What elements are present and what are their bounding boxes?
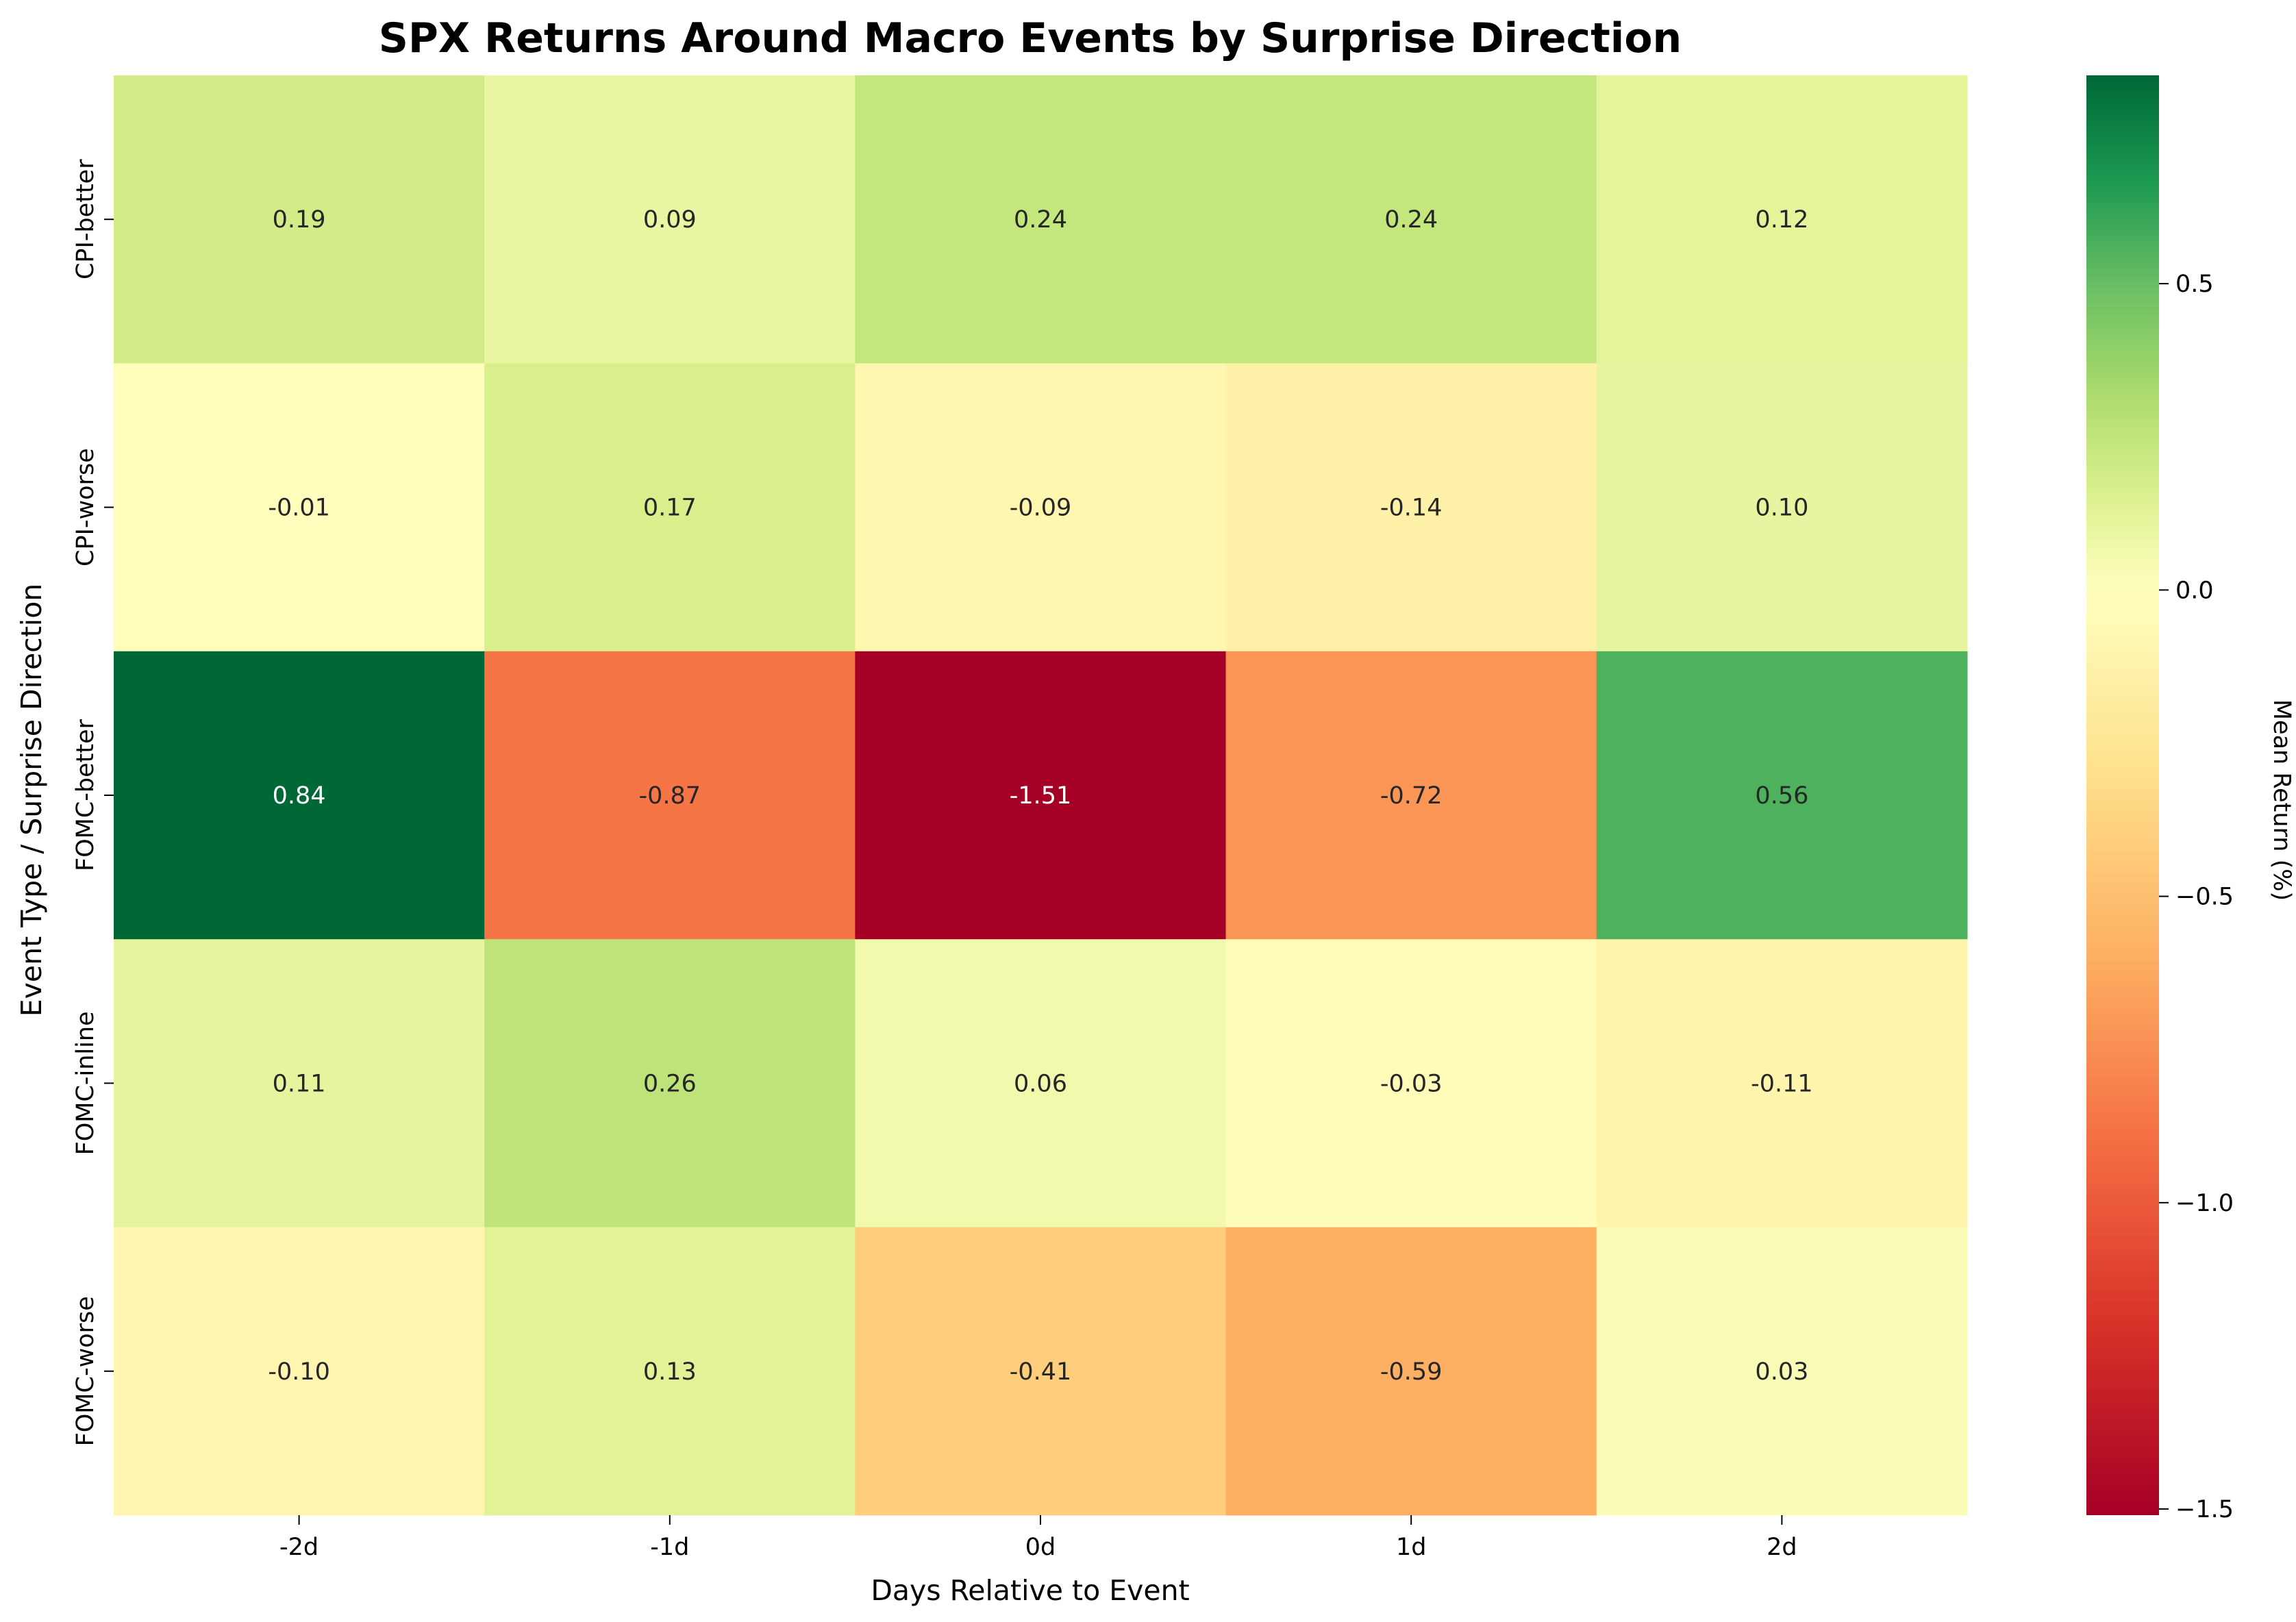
cell-value-label: 0.10 <box>1755 495 1808 522</box>
cell-value-label: 0.19 <box>273 206 326 234</box>
y-tick-label: FOMC-worse <box>72 1296 99 1446</box>
cell-value-label: 0.03 <box>1755 1358 1808 1386</box>
cell-value-label: -0.01 <box>268 495 330 522</box>
y-tick-label: FOMC-better <box>72 719 99 871</box>
heatmap-cell <box>114 651 485 940</box>
heatmap-cell-labels: 0.19 0.09 0.24 0.24 0.12 -0.01 0.17 -0.09 -0.14 0… <box>268 206 1812 1386</box>
cell-value-label: 0.13 <box>643 1358 697 1386</box>
heatmap-cell <box>1225 939 1597 1228</box>
colorbar-tick-label: −1.5 <box>2175 1496 2234 1523</box>
cell-value-label: 0.84 <box>273 782 326 810</box>
cell-value-label: -0.87 <box>639 782 701 810</box>
cell-value-label: 0.24 <box>1384 206 1438 234</box>
cell-value-label: 0.09 <box>643 206 697 234</box>
colorbar-tick-label: 0.0 <box>2175 577 2214 604</box>
heatmap-cell <box>114 363 485 652</box>
heatmap-cell <box>855 1227 1227 1516</box>
x-axis-ticks: -2d -1d 0d 1d 2d <box>279 1515 1797 1561</box>
heatmap-cell <box>1596 651 1968 940</box>
heatmap-cell <box>1596 1227 1968 1516</box>
colorbar-tick-label: 0.5 <box>2175 271 2214 298</box>
heatmap-cell <box>855 939 1227 1228</box>
colorbar-ticks: 0.5 0.0 −0.5 −1.0 −1.5 <box>2159 271 2234 1523</box>
cell-value-label: -0.03 <box>1380 1070 1443 1097</box>
y-tick-label: CPI-worse <box>72 448 99 566</box>
x-tick-label: -2d <box>279 1534 319 1561</box>
cell-value-label: -0.09 <box>1010 495 1072 522</box>
cell-value-label: 0.06 <box>1014 1070 1067 1097</box>
cell-value-label: -1.51 <box>1010 782 1072 810</box>
cell-value-label: 0.11 <box>273 1070 326 1097</box>
x-tick-label: 1d <box>1396 1534 1427 1561</box>
heatmap-cell <box>855 363 1227 652</box>
cell-value-label: -0.41 <box>1010 1358 1072 1386</box>
heatmap-cell <box>855 651 1227 940</box>
heatmap-cell <box>484 75 856 364</box>
cell-value-label: -0.11 <box>1751 1070 1813 1097</box>
colorbar-tick-label: −0.5 <box>2175 884 2234 911</box>
heatmap-cell <box>1596 75 1968 364</box>
heatmap-cells <box>114 75 1968 1516</box>
heatmap-cell <box>855 75 1227 364</box>
heatmap-cell <box>484 1227 856 1516</box>
colorbar-tick-label: −1.0 <box>2175 1190 2234 1217</box>
heatmap-cell <box>484 939 856 1228</box>
heatmap-cell <box>484 363 856 652</box>
heatmap-cell <box>114 1227 485 1516</box>
heatmap-cell <box>1596 939 1968 1228</box>
chart-title: SPX Returns Around Macro Events by Surpr… <box>379 14 1682 62</box>
cell-value-label: -0.10 <box>268 1358 330 1386</box>
heatmap-cell <box>1225 75 1597 364</box>
cell-value-label: -0.72 <box>1380 782 1443 810</box>
cell-value-label: 0.26 <box>643 1070 697 1097</box>
x-tick-label: 2d <box>1767 1534 1797 1561</box>
colorbar-label: Mean Return (%) <box>2268 699 2295 901</box>
cell-value-label: -0.59 <box>1380 1358 1443 1386</box>
x-tick-label: 0d <box>1025 1534 1056 1561</box>
cell-value-label: 0.12 <box>1755 206 1808 234</box>
heatmap-cell <box>1225 651 1597 940</box>
heatmap-cell <box>114 75 485 364</box>
y-tick-label: FOMC-inline <box>72 1011 99 1155</box>
colorbar: 0.5 0.0 −0.5 −1.0 −1.5 Mean Return (%) <box>2086 75 2295 1523</box>
heatmap-cell <box>484 651 856 940</box>
y-tick-label: CPI-better <box>72 159 99 279</box>
heatmap-cell <box>114 939 485 1228</box>
cell-value-label: 0.24 <box>1014 206 1067 234</box>
cell-value-label: 0.17 <box>643 495 697 522</box>
heatmap-cell <box>1225 363 1597 652</box>
cell-value-label: 0.56 <box>1755 782 1808 810</box>
heatmap-cell <box>1225 1227 1597 1516</box>
x-axis-label: Days Relative to Event <box>871 1574 1189 1607</box>
y-axis-label: Event Type / Surprise Direction <box>15 584 48 1017</box>
cell-value-label: -0.14 <box>1380 495 1443 522</box>
heatmap-cell <box>1596 363 1968 652</box>
x-tick-label: -1d <box>650 1534 689 1561</box>
colorbar-gradient <box>2086 75 2159 1515</box>
y-axis-ticks: CPI-better CPI-worse FOMC-better FOMC-inlin… <box>72 159 114 1446</box>
